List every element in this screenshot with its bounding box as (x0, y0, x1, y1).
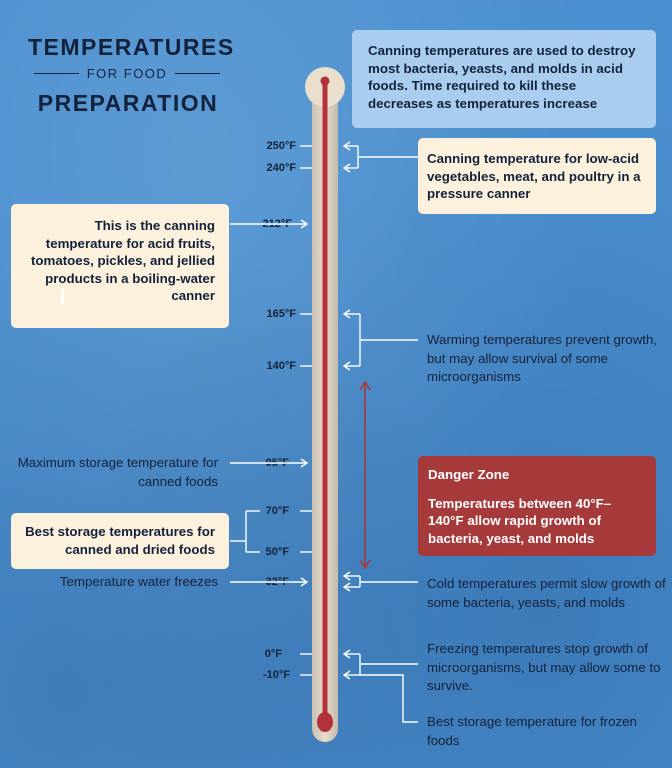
temp-label-250: 250°F (266, 140, 296, 152)
temp-label-minus-10: -10°F (262, 669, 290, 681)
danger-zone-box: Danger Zone Temperatures between 40°F–14… (418, 456, 656, 556)
temp-label-240: 240°F (266, 162, 296, 174)
low-acid-canning-box: Canning temperature for low-acid vegetab… (418, 138, 656, 214)
right-arrows (342, 141, 418, 723)
temp-label-0: 0°F (264, 648, 282, 660)
danger-zone-text: Temperatures between 40°F–140°F allow ra… (428, 495, 612, 546)
acid-box-cursor-mark (61, 289, 64, 305)
max-storage-note: Maximum storage temperature for canned f… (17, 455, 218, 489)
title-line-1: TEMPERATURES (28, 34, 235, 60)
temp-label-50: 50°F (265, 546, 289, 558)
temp-label-70: 70°F (265, 505, 289, 517)
acid-canning-box: This is the canning temperature for acid… (11, 204, 229, 328)
thermometer-mercury (317, 76, 333, 732)
best-storage-box: Best storage temperatures for canned and… (11, 513, 229, 569)
temperature-ticks (300, 145, 312, 676)
warming-note: Warming temperatures prevent growth, but… (427, 332, 658, 384)
temp-label-140: 140°F (266, 360, 296, 372)
danger-zone-title: Danger Zone (428, 467, 510, 482)
temp-label-165: 165°F (266, 308, 296, 320)
title-line-3: PREPARATION (37, 90, 219, 116)
left-arrows (230, 219, 309, 587)
water-freezes-note: Temperature water freezes (59, 574, 218, 589)
danger-zone-range-arrow (359, 380, 371, 570)
frozen-storage-note: Best storage temperature for frozen food… (427, 714, 637, 748)
intro-box: Canning temperatures are used to destroy… (352, 30, 656, 128)
title-line-2: FOR FOOD (86, 66, 168, 81)
title-rule-left (34, 72, 79, 75)
freezing-note: Freezing temperatures stop growth of mic… (427, 641, 661, 693)
title-rule-right (175, 72, 221, 75)
title-line-2-wrap: FOR FOOD (34, 66, 221, 81)
cold-note: Cold temperatures permit slow growth of … (427, 576, 666, 610)
